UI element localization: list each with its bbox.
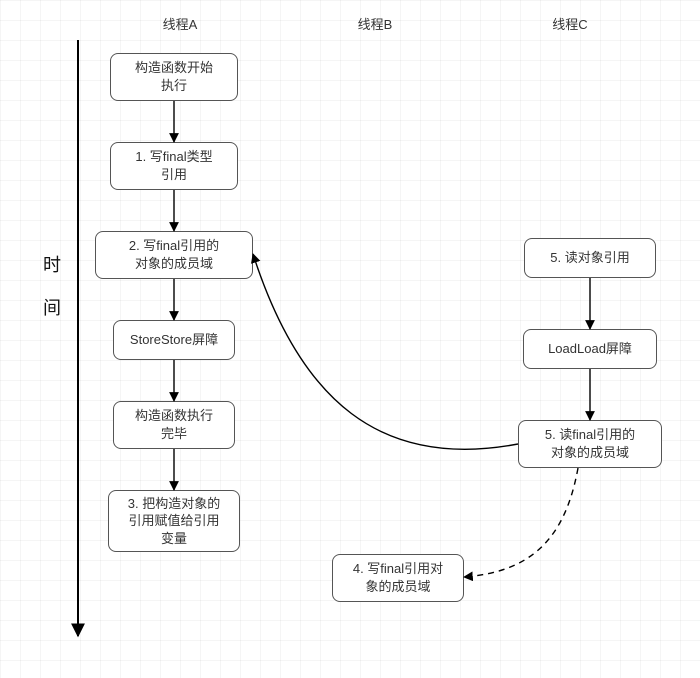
node-c7: 5. 读final引用的 对象的成员域 xyxy=(518,420,662,468)
column-header-c: 线程C xyxy=(540,14,600,33)
node-a4: 构造函数执行 完毕 xyxy=(113,401,235,449)
edge-c7-a2 xyxy=(253,254,518,449)
diagram-layer: 线程A 线程B 线程C 时 间 构造函数开始 执行 1. 写final类型 引用… xyxy=(0,0,700,678)
node-b4: 4. 写final引用对 象的成员域 xyxy=(332,554,464,602)
column-header-b: 线程B xyxy=(345,14,405,33)
node-a1: 1. 写final类型 引用 xyxy=(110,142,238,190)
node-a2: 2. 写final引用的 对象的成员域 xyxy=(95,231,253,279)
time-axis-label: 时 间 xyxy=(38,255,64,326)
column-header-a: 线程A xyxy=(150,14,210,33)
node-c5: 5. 读对象引用 xyxy=(524,238,656,278)
node-c6: LoadLoad屏障 xyxy=(523,329,657,369)
node-a0: 构造函数开始 执行 xyxy=(110,53,238,101)
node-a5: 3. 把构造对象的 引用赋值给引用 变量 xyxy=(108,490,240,552)
node-a3: StoreStore屏障 xyxy=(113,320,235,360)
edge-c7-b4 xyxy=(464,468,578,577)
